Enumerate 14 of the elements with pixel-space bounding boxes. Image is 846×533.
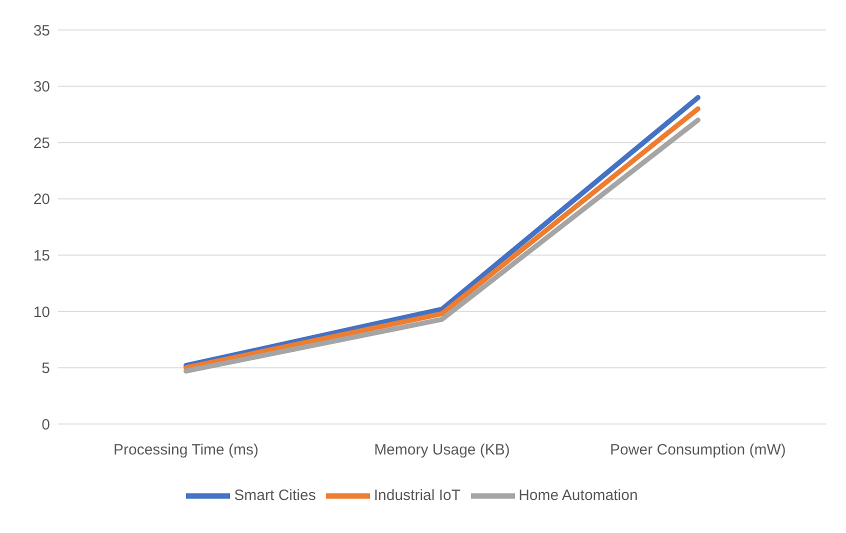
y-tick-label: 5 (42, 360, 50, 378)
y-tick-label: 15 (33, 247, 50, 264)
legend-label: Smart Cities (234, 486, 316, 504)
y-tick-label: 35 (33, 22, 50, 40)
legend-label: Home Automation (518, 486, 638, 504)
x-tick-label: Power Consumption (mW) (610, 442, 786, 459)
x-tick-label: Memory Usage (KB) (374, 442, 510, 459)
y-tick-label: 20 (33, 191, 50, 208)
legend-label: Industrial IoT (374, 486, 461, 504)
x-tick-label: Processing Time (ms) (113, 442, 259, 459)
y-tick-label: 25 (33, 134, 50, 152)
y-tick-label: 10 (33, 304, 50, 321)
y-tick-label: 30 (33, 78, 50, 96)
y-tick-label: 0 (42, 416, 50, 434)
